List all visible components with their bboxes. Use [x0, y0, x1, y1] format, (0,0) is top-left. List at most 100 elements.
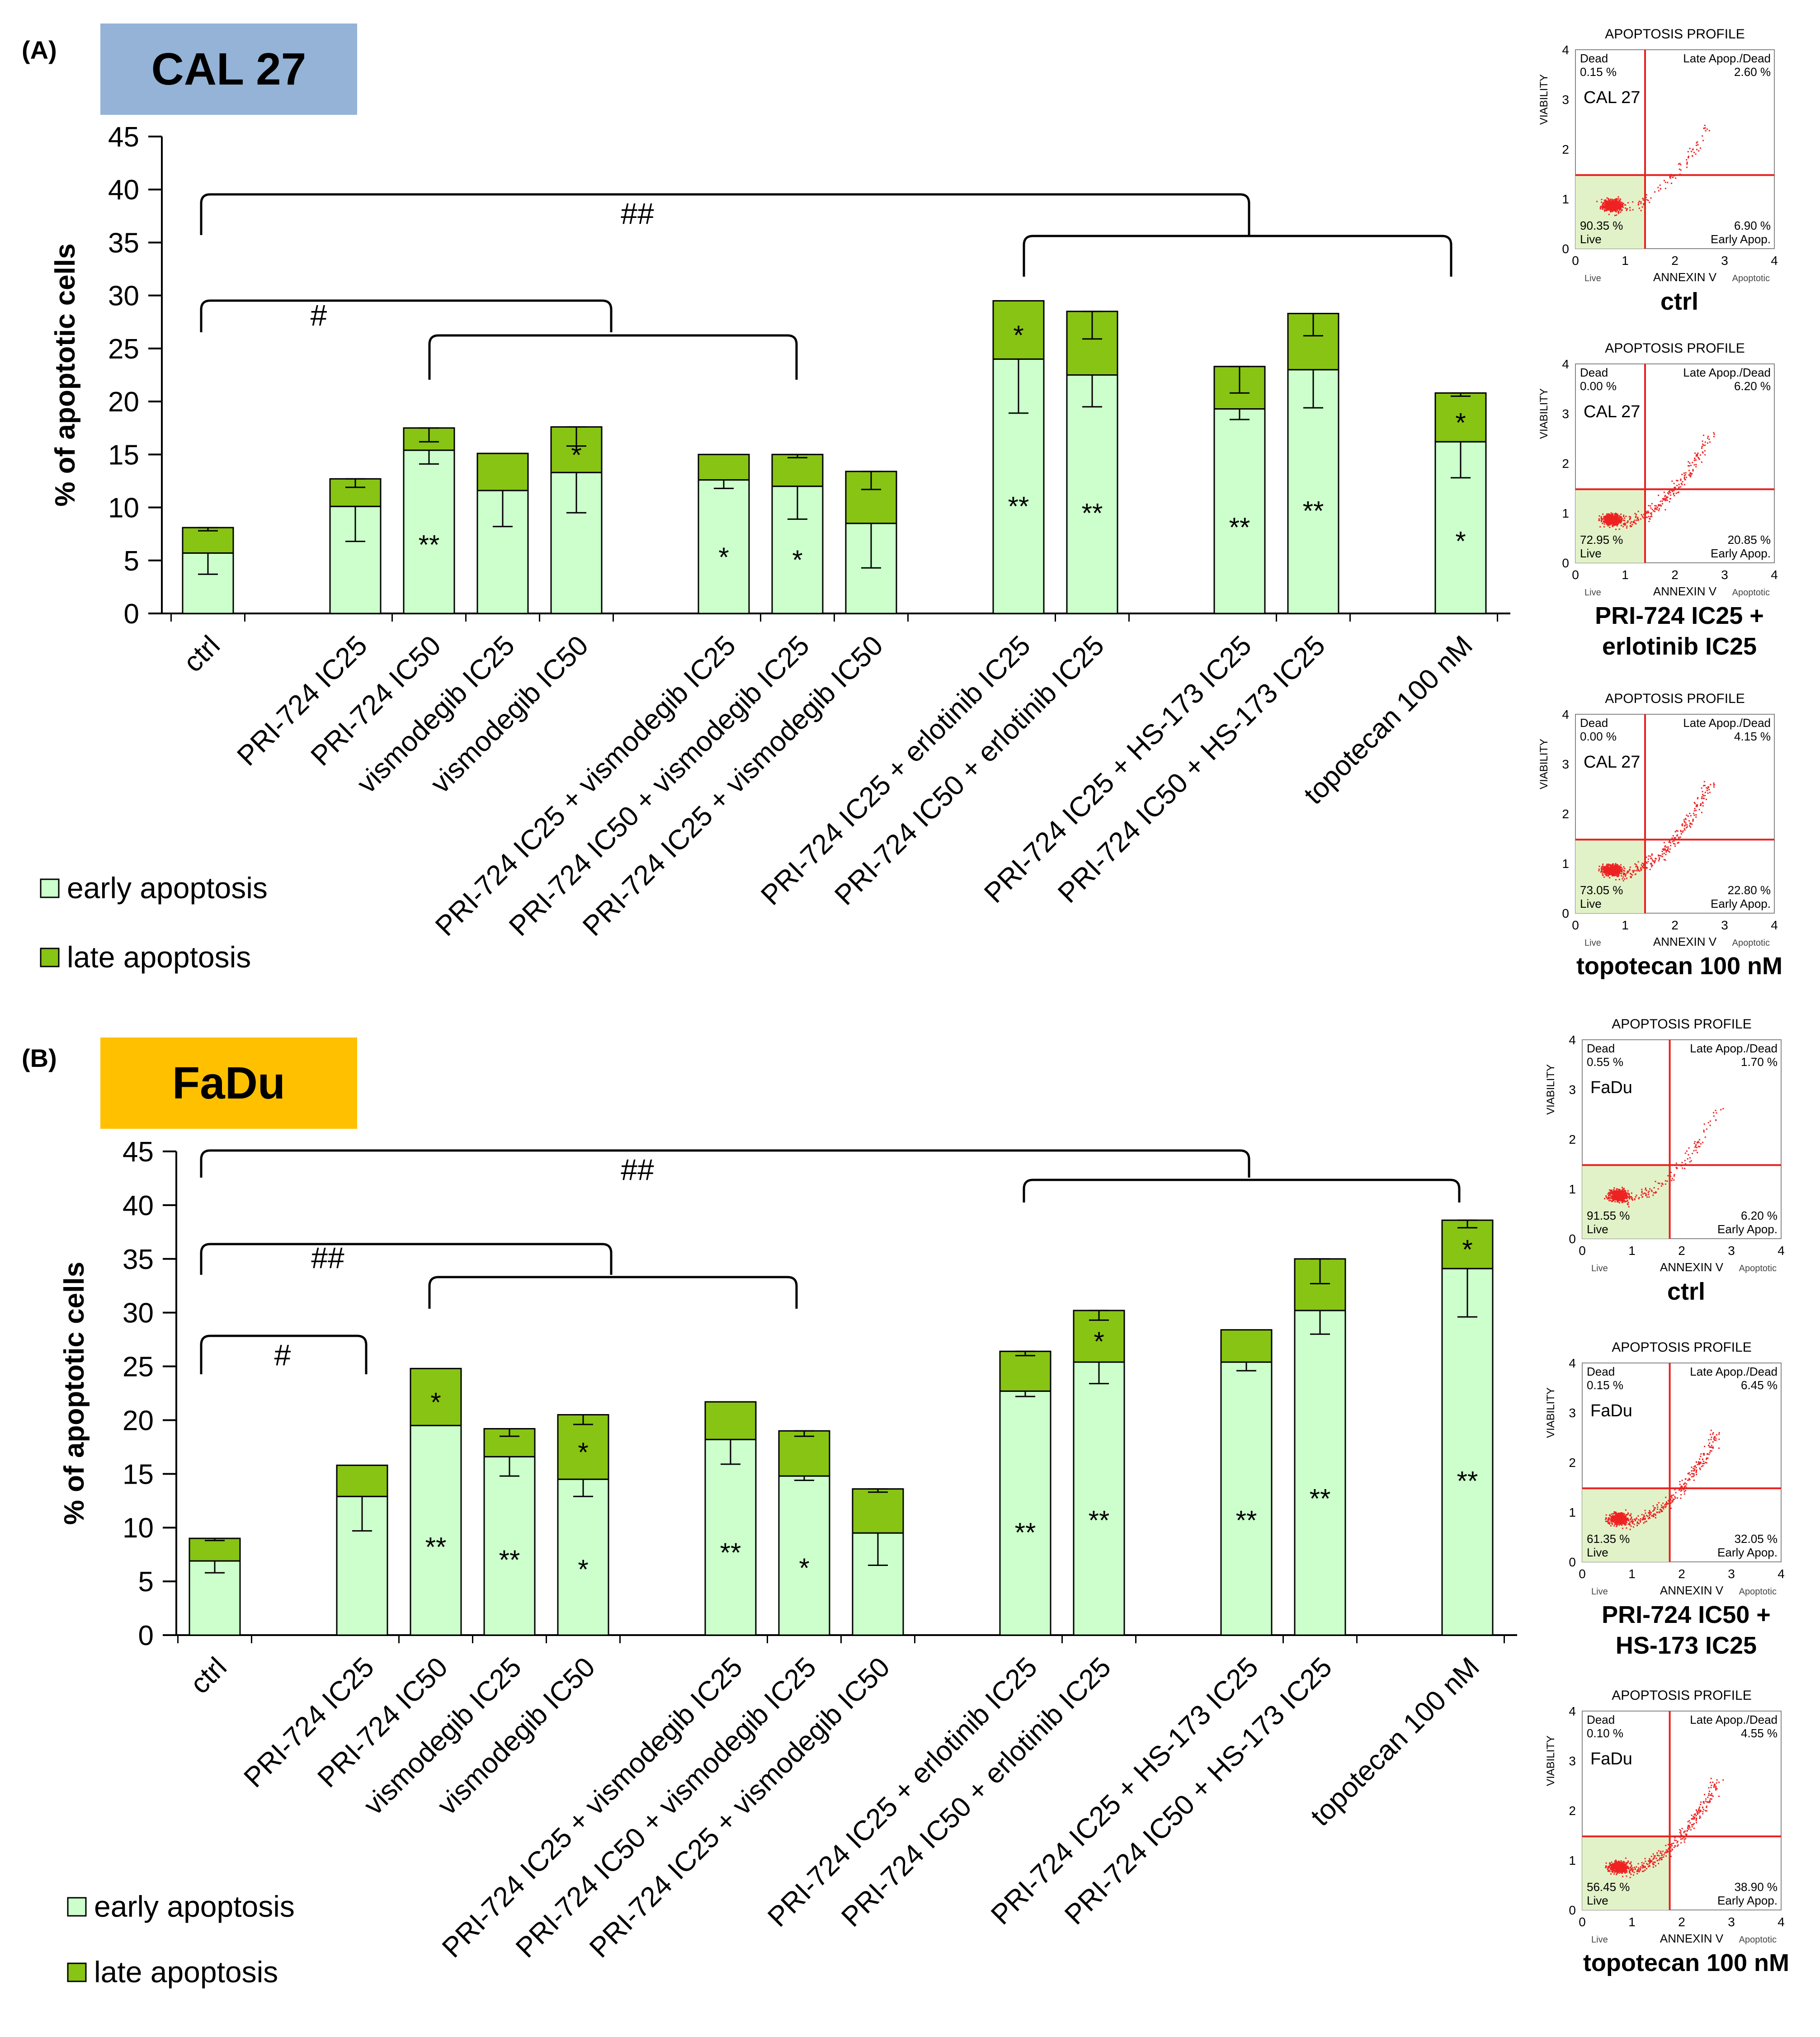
flow-event-dot: [1684, 1830, 1686, 1832]
flow-event-dot: [1694, 1468, 1696, 1470]
flow-event-dot: [1681, 1485, 1683, 1487]
flow-event-dot: [1691, 1470, 1693, 1472]
flow-event-dot: [1612, 515, 1614, 517]
flow-event-dot: [1632, 1526, 1634, 1528]
bar-late-apoptosis: [698, 453, 750, 481]
flow-event-dot: [1702, 443, 1704, 445]
flow-event-dot: [1647, 1863, 1649, 1865]
flow-event-dot: [1673, 490, 1675, 491]
flow-event-dot: [1608, 200, 1610, 202]
y-tick-label: 45: [123, 1136, 154, 1168]
flow-event-dot: [1608, 1523, 1610, 1525]
flow-event-dot: [1611, 522, 1613, 523]
bar-group: *: [698, 453, 750, 614]
flow-event-dot: [1659, 508, 1660, 510]
flow-event-dot: [1674, 1839, 1675, 1841]
flow-event-dot: [1649, 868, 1651, 870]
flow-event-dot: [1608, 1522, 1609, 1523]
flow-event-dot: [1680, 1497, 1682, 1499]
flow-event-dot: [1692, 1824, 1693, 1826]
flow-event-dot: [1615, 1514, 1617, 1516]
flow-event-dot: [1718, 1438, 1720, 1440]
flow-event-dot: [1711, 1792, 1712, 1794]
flow-event-dot: [1619, 1522, 1621, 1524]
flow-event-dot: [1625, 1868, 1627, 1870]
flow-event-dot: [1613, 863, 1614, 865]
flow-event-dot: [1637, 517, 1639, 519]
flow-event-dot: [1703, 1802, 1705, 1804]
flow-event-dot: [1683, 1486, 1685, 1488]
bar-early-apoptosis: [999, 1390, 1051, 1636]
flow-event-dot: [1693, 1814, 1695, 1816]
flow-event-dot: [1690, 826, 1692, 828]
flow-x-live: Live: [1591, 1935, 1608, 1945]
flow-event-dot: [1624, 1198, 1626, 1199]
flow-event-dot: [1631, 521, 1632, 523]
significance-mark: *: [718, 542, 729, 572]
flow-event-dot: [1688, 1472, 1690, 1474]
flow-event-dot: [1628, 1870, 1630, 1872]
flow-event-dot: [1690, 1160, 1692, 1162]
flow-event-dot: [1609, 1871, 1611, 1872]
flow-event-dot: [1622, 1863, 1624, 1865]
flow-x-axis-title: ANNEXIN V: [1660, 1932, 1724, 1945]
flow-event-dot: [1606, 523, 1608, 525]
flow-x-tick: 3: [1721, 918, 1728, 932]
flow-event-dot: [1692, 1153, 1693, 1155]
flow-event-dot: [1669, 851, 1670, 853]
flow-event-dot: [1613, 1866, 1615, 1868]
flow-event-dot: [1620, 864, 1622, 866]
flow-event-dot: [1613, 874, 1615, 876]
flow-event-dot: [1639, 1867, 1641, 1869]
flow-event-dot: [1694, 803, 1696, 805]
flow-event-dot: [1606, 517, 1608, 519]
flow-event-dot: [1659, 1512, 1660, 1514]
flow-event-dot: [1670, 1499, 1672, 1501]
flow-event-dot: [1638, 1519, 1640, 1521]
flow-event-dot: [1607, 205, 1608, 207]
cell-line-label: CAL 27: [1584, 88, 1640, 107]
flow-event-dot: [1623, 1188, 1625, 1190]
flow-event-dot: [1695, 455, 1697, 457]
flow-event-dot: [1694, 1813, 1696, 1815]
flow-event-dot: [1696, 1469, 1697, 1471]
flow-event-dot: [1689, 462, 1691, 464]
flow-event-dot: [1684, 1478, 1686, 1480]
flow-event-dot: [1611, 207, 1613, 209]
flow-event-dot: [1718, 1432, 1720, 1433]
flow-event-dot: [1603, 521, 1604, 523]
flow-event-dot: [1673, 1847, 1675, 1848]
flow-event-dot: [1693, 151, 1695, 153]
flow-event-dot: [1619, 1520, 1621, 1522]
flow-event-dot: [1615, 200, 1617, 202]
flow-event-dot: [1630, 873, 1632, 875]
flow-x-tick: 3: [1721, 568, 1728, 582]
flow-event-dot: [1650, 514, 1652, 515]
flow-event-dot: [1627, 521, 1629, 523]
flow-event-dot: [1641, 869, 1642, 871]
flow-event-dot: [1637, 861, 1639, 863]
flow-event-dot: [1680, 830, 1682, 832]
flow-event-dot: [1612, 1515, 1614, 1517]
flow-event-dot: [1641, 1192, 1643, 1193]
flow-y-axis-title: VIABILITY: [1538, 74, 1550, 125]
flow-event-dot: [1622, 878, 1623, 880]
flow-event-dot: [1616, 203, 1617, 204]
flow-event-dot: [1621, 1865, 1622, 1867]
flow-event-dot: [1652, 1515, 1654, 1517]
flow-event-dot: [1666, 1180, 1668, 1182]
flow-event-dot: [1629, 866, 1631, 868]
significance-bracket: [1023, 235, 1452, 277]
flow-event-dot: [1695, 1144, 1697, 1146]
flow-event-dot: [1612, 525, 1614, 527]
flow-event-dot: [1678, 484, 1680, 486]
flow-event-dot: [1611, 206, 1613, 208]
flow-event-dot: [1653, 1513, 1655, 1515]
flow-event-dot: [1613, 1869, 1614, 1871]
flow-event-dot: [1610, 873, 1612, 875]
flow-event-dot: [1691, 823, 1693, 825]
flow-event-dot: [1722, 1108, 1724, 1110]
significance-mark: *: [430, 1387, 441, 1417]
flow-event-dot: [1614, 513, 1616, 515]
flow-event-dot: [1609, 515, 1611, 517]
